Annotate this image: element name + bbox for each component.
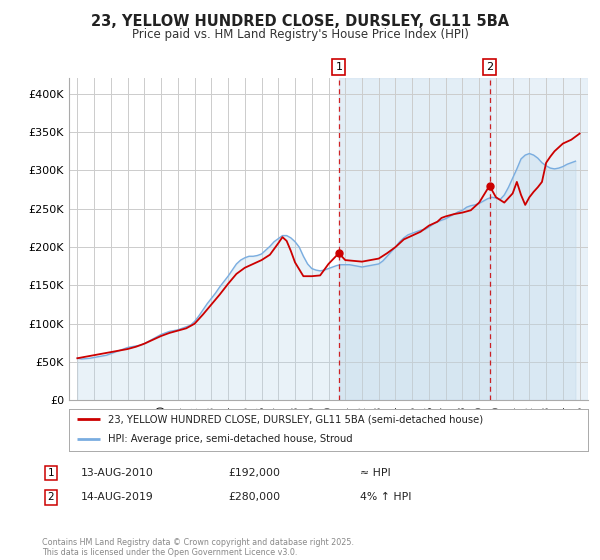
Text: Price paid vs. HM Land Registry's House Price Index (HPI): Price paid vs. HM Land Registry's House … <box>131 28 469 41</box>
Text: 23, YELLOW HUNDRED CLOSE, DURSLEY, GL11 5BA: 23, YELLOW HUNDRED CLOSE, DURSLEY, GL11 … <box>91 14 509 29</box>
Text: 23, YELLOW HUNDRED CLOSE, DURSLEY, GL11 5BA (semi-detached house): 23, YELLOW HUNDRED CLOSE, DURSLEY, GL11 … <box>108 414 483 424</box>
Text: 14-AUG-2019: 14-AUG-2019 <box>81 492 154 502</box>
Text: 1: 1 <box>335 62 343 72</box>
Text: 2: 2 <box>47 492 55 502</box>
Bar <box>490 78 588 400</box>
Text: ≈ HPI: ≈ HPI <box>360 468 391 478</box>
Text: 4% ↑ HPI: 4% ↑ HPI <box>360 492 412 502</box>
Text: Contains HM Land Registry data © Crown copyright and database right 2025.
This d: Contains HM Land Registry data © Crown c… <box>42 538 354 557</box>
Text: £280,000: £280,000 <box>228 492 280 502</box>
Text: 1: 1 <box>47 468 55 478</box>
Text: HPI: Average price, semi-detached house, Stroud: HPI: Average price, semi-detached house,… <box>108 434 353 444</box>
Text: 2: 2 <box>486 62 493 72</box>
Text: £192,000: £192,000 <box>228 468 280 478</box>
Bar <box>339 78 490 400</box>
Text: 13-AUG-2010: 13-AUG-2010 <box>81 468 154 478</box>
